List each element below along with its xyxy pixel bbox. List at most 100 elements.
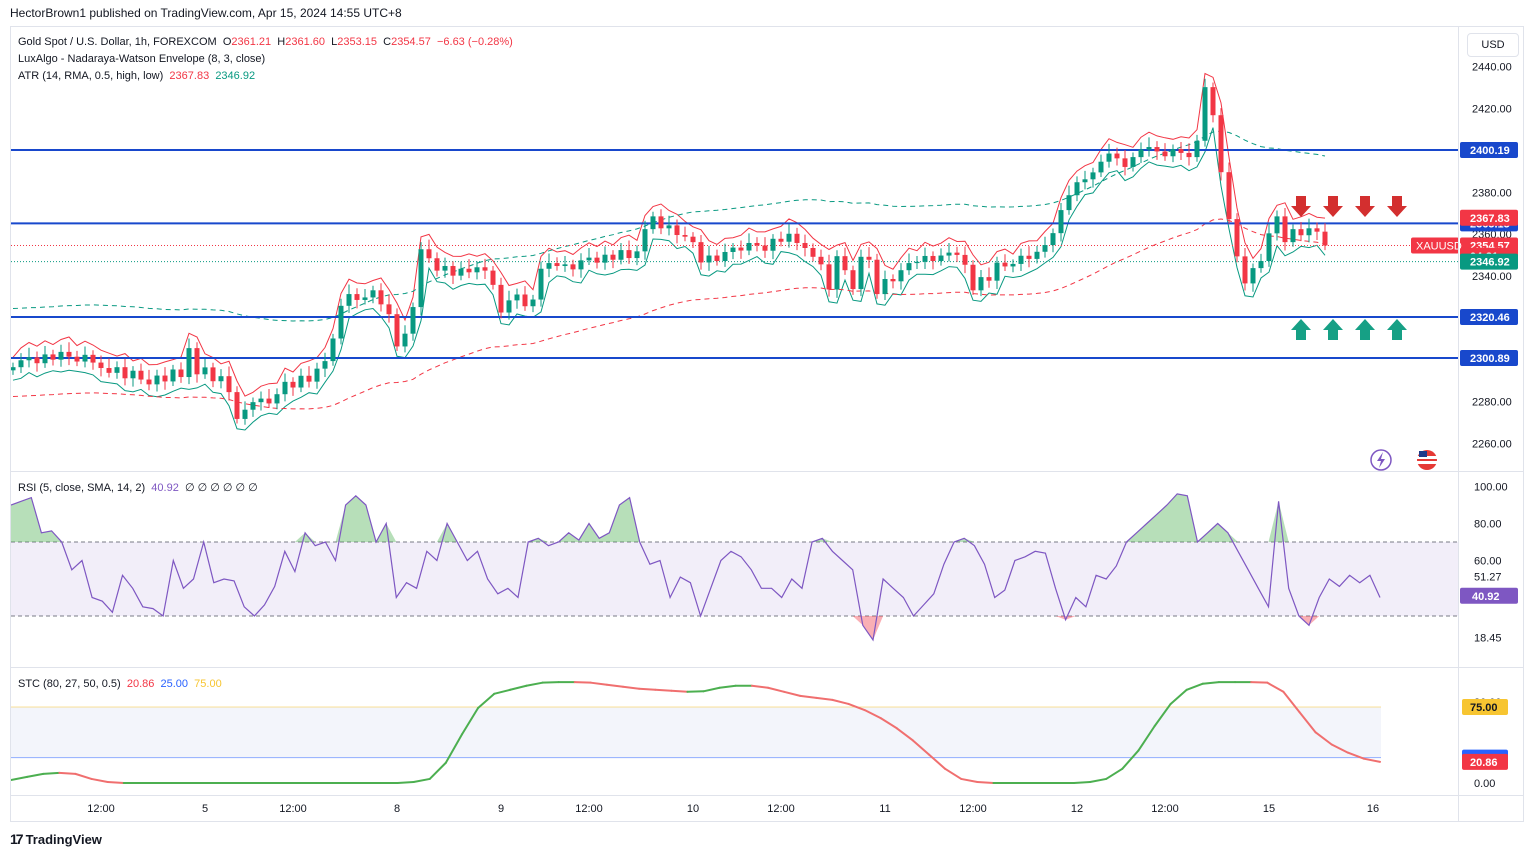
- candle-body: [482, 267, 488, 271]
- time-tick-label: 12: [1071, 803, 1083, 815]
- candle: [11, 362, 16, 375]
- candle: [34, 351, 40, 372]
- stc-value-1: 20.86: [126, 678, 155, 690]
- stc-segment: [928, 753, 947, 770]
- candle: [98, 355, 104, 377]
- candle-body: [298, 375, 304, 388]
- candle: [402, 325, 408, 353]
- price-tick-label: 2260.00: [1472, 439, 1512, 451]
- candle: [698, 235, 704, 270]
- candle-body: [778, 238, 784, 242]
- candle: [290, 377, 296, 396]
- stc-segment: [1298, 711, 1317, 734]
- candle-body: [58, 351, 64, 360]
- candle-body: [1138, 149, 1144, 158]
- candle-body: [162, 375, 168, 382]
- buy-arrow-icon: [1355, 319, 1375, 340]
- candle-body: [338, 305, 344, 339]
- candle: [578, 253, 584, 278]
- candle-body: [650, 216, 656, 230]
- candle: [642, 220, 648, 260]
- rsi-extra: ∅ ∅ ∅ ∅ ∅ ∅: [184, 482, 258, 494]
- candle: [818, 249, 824, 271]
- candle-body: [538, 268, 544, 300]
- candle-body: [314, 368, 320, 382]
- candle: [562, 255, 568, 272]
- level-label-bg: [1460, 309, 1518, 325]
- candle: [178, 362, 184, 383]
- stc-segment: [11, 775, 29, 781]
- candle-body: [434, 258, 440, 271]
- stc-segment: [589, 681, 608, 686]
- candle: [274, 388, 280, 410]
- symbol-title[interactable]: Gold Spot / U.S. Dollar, 1h, FOREXCOM: [18, 36, 217, 48]
- candle-body: [1034, 251, 1040, 259]
- buy-arrow-icon: [1291, 319, 1311, 340]
- buy-arrow-icon: [1387, 319, 1407, 340]
- stc-segment: [541, 681, 560, 684]
- candle: [306, 366, 312, 388]
- high-value: 2361.60: [285, 36, 325, 48]
- candle-body: [378, 290, 384, 305]
- stc-segment: [1153, 702, 1172, 728]
- currency-button[interactable]: USD: [1467, 33, 1519, 57]
- candle: [1266, 223, 1272, 267]
- rsi-legend[interactable]: RSI (5, close, SMA, 14, 2) 40.92 ∅ ∅ ∅ ∅…: [18, 482, 258, 494]
- candle: [602, 246, 608, 270]
- rsi-pane: [11, 493, 1458, 642]
- candle: [634, 245, 640, 266]
- candle-body: [1010, 263, 1016, 267]
- candle-body: [826, 264, 832, 290]
- candle: [202, 359, 208, 379]
- candle-body: [1090, 172, 1096, 180]
- buy-arrow-icon: [1323, 319, 1343, 340]
- candle-body: [978, 277, 984, 291]
- candle: [1082, 170, 1088, 190]
- sell-arrow-icon: [1291, 196, 1311, 217]
- candle-body: [82, 354, 88, 362]
- candle: [778, 231, 784, 247]
- time-tick-label: 16: [1367, 803, 1379, 815]
- candle-body: [810, 248, 816, 257]
- stc-segment: [622, 685, 641, 690]
- stc-segment: [1282, 690, 1301, 714]
- candle-body: [1226, 172, 1232, 220]
- envelope-legend[interactable]: LuxAlgo - Nadaraya-Watson Envelope (8, 3…: [18, 53, 266, 65]
- candle: [282, 373, 288, 402]
- candle: [546, 253, 552, 278]
- candle-body: [202, 367, 208, 375]
- candle-body: [1042, 245, 1048, 252]
- candle: [722, 243, 728, 267]
- change-value: −6.63 (−0.28%): [436, 36, 513, 48]
- candle: [938, 248, 944, 266]
- stc-legend[interactable]: STC (80, 27, 50, 0.5) 20.86 25.00 75.00: [18, 678, 222, 690]
- candle-body: [994, 262, 1000, 281]
- candle-body: [1082, 179, 1088, 183]
- stc-segment: [428, 761, 447, 780]
- candle-body: [642, 229, 648, 252]
- candle-body: [194, 348, 200, 375]
- atr-legend[interactable]: ATR (14, RMA, 0.5, high, low) 2367.83 23…: [18, 70, 256, 82]
- candle: [490, 266, 496, 290]
- candle: [626, 240, 632, 264]
- candle: [154, 369, 160, 392]
- stc-pane: [11, 681, 1381, 784]
- candle: [658, 209, 664, 235]
- stc-segment: [26, 772, 45, 778]
- nw-lower-envelope: [12, 218, 1326, 410]
- candle-body: [1290, 229, 1296, 243]
- candle: [82, 346, 88, 368]
- candle: [978, 269, 984, 297]
- stc-segment: [493, 688, 512, 695]
- candle: [538, 261, 544, 307]
- candle: [1234, 213, 1240, 263]
- candle-body: [546, 263, 552, 269]
- candle: [1138, 142, 1144, 163]
- candle-body: [154, 375, 160, 385]
- candle-body: [1322, 231, 1328, 246]
- stc-segment: [831, 698, 850, 705]
- candle-body: [74, 356, 80, 362]
- stc-segment: [1330, 743, 1349, 754]
- candle-body: [306, 375, 312, 382]
